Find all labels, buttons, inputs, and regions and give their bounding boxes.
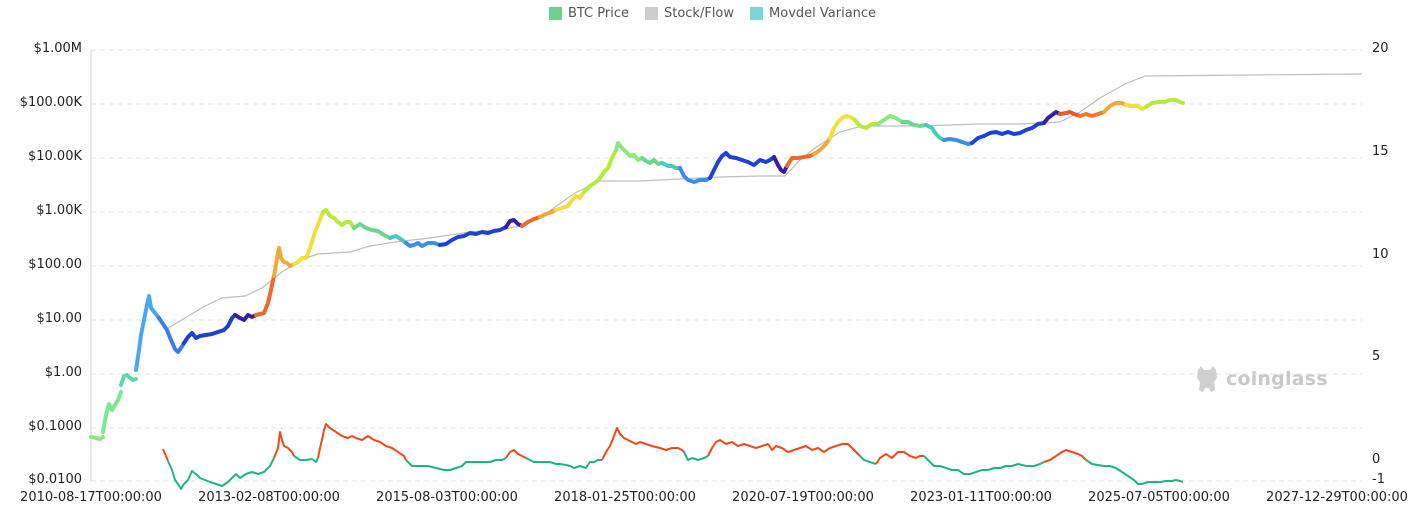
legend-label: BTC Price bbox=[567, 6, 629, 21]
x-axis-tick: 2020-07-19T00:00:00 bbox=[732, 490, 874, 505]
right-axis-tick: 10 bbox=[1372, 247, 1389, 262]
watermark-text: coinglass bbox=[1226, 368, 1328, 390]
coinglass-logo-icon bbox=[1197, 366, 1217, 392]
right-axis-tick: 20 bbox=[1372, 41, 1389, 56]
right-axis-tick: 0 bbox=[1372, 452, 1381, 467]
stock-flow-line bbox=[167, 73, 1363, 329]
gridlines bbox=[91, 49, 1362, 482]
legend-label: Stock/Flow bbox=[663, 6, 735, 21]
left-axis-tick: $0.0100 bbox=[28, 472, 82, 487]
legend-swatch-icon bbox=[644, 7, 658, 20]
left-axis-tick: $10.00K bbox=[27, 149, 82, 164]
x-axis-tick: 2018-01-25T00:00:00 bbox=[554, 490, 696, 505]
left-axis-tick: $1.00 bbox=[44, 365, 82, 380]
legend-item-btc-price[interactable]: BTC Price bbox=[548, 6, 629, 21]
right-axis-tick: 15 bbox=[1372, 144, 1389, 159]
x-axis-tick: 2015-08-03T00:00:00 bbox=[376, 490, 518, 505]
chart-legend: BTC Price Stock/Flow Movdel Variance bbox=[0, 6, 1425, 21]
left-axis-tick: $1.00K bbox=[36, 203, 82, 218]
legend-label: Movdel Variance bbox=[769, 6, 877, 21]
legend-swatch-icon bbox=[548, 7, 562, 20]
legend-item-model-variance[interactable]: Movdel Variance bbox=[750, 6, 876, 21]
x-axis-tick: 2013-02-08T00:00:00 bbox=[198, 490, 340, 505]
coinglass-watermark: coinglass bbox=[1194, 364, 1328, 394]
btc-price-series bbox=[89, 98, 1185, 441]
x-axis-tick: 2023-01-11T00:00:00 bbox=[910, 490, 1052, 505]
left-axis-tick: $0.1000 bbox=[28, 419, 82, 434]
model-variance-series bbox=[162, 423, 1184, 490]
right-axis-tick: 5 bbox=[1372, 349, 1381, 364]
x-axis-tick: 2010-08-17T00:00:00 bbox=[20, 490, 162, 505]
legend-swatch-icon bbox=[750, 7, 764, 20]
left-axis-tick: $1.00M bbox=[33, 41, 82, 56]
legend-item-stock-flow[interactable]: Stock/Flow bbox=[644, 6, 735, 21]
left-axis-tick: $100.00K bbox=[19, 95, 82, 110]
left-axis-tick: $10.00 bbox=[36, 311, 83, 326]
left-axis-tick: $100.00 bbox=[28, 257, 82, 272]
right-axis-tick: -1 bbox=[1372, 472, 1385, 487]
x-axis-tick: 2025-07-05T00:00:00 bbox=[1088, 490, 1230, 505]
x-axis-tick: 2027-12-29T00:00:00 bbox=[1266, 490, 1408, 505]
